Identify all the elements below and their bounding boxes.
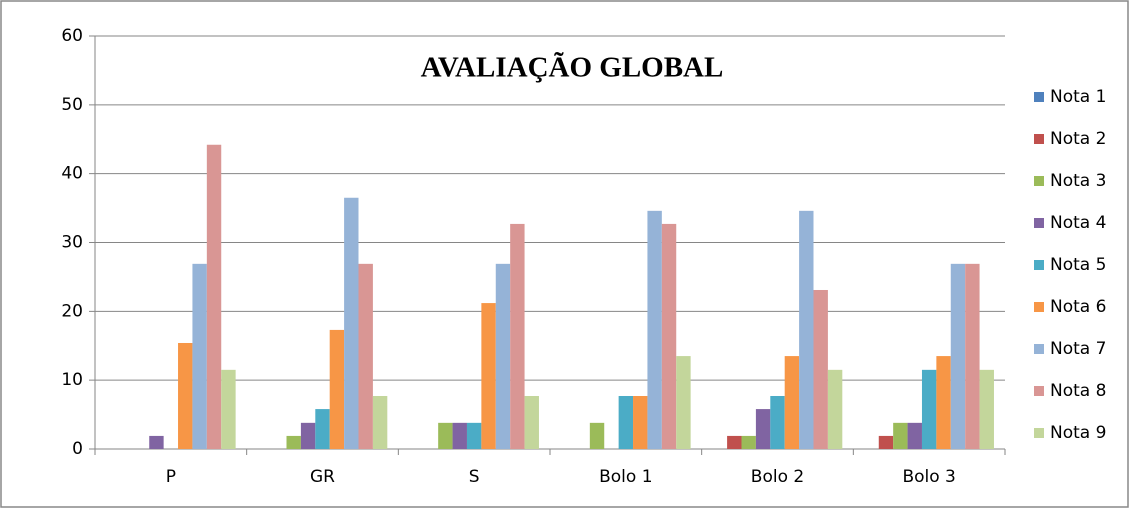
bar	[799, 210, 814, 449]
x-tick-label: S	[469, 467, 480, 487]
bar	[770, 395, 785, 449]
y-tick-label: 60	[61, 26, 83, 46]
bar	[452, 422, 467, 449]
legend-swatch	[1034, 428, 1044, 438]
bar	[206, 144, 222, 450]
bar	[524, 395, 539, 449]
legend-label: Nota 2	[1050, 129, 1106, 149]
bar	[618, 395, 634, 449]
bar	[149, 435, 164, 449]
bar	[741, 435, 756, 449]
bar	[481, 303, 496, 449]
bar	[950, 263, 966, 449]
legend-label: Nota 4	[1050, 213, 1106, 233]
bar	[813, 289, 828, 449]
y-tick-label: 30	[61, 233, 83, 253]
bar	[727, 435, 742, 449]
legend-swatch	[1034, 92, 1044, 102]
bar	[827, 369, 843, 449]
bar	[755, 409, 771, 449]
bar	[965, 263, 980, 449]
bar	[661, 223, 677, 449]
bar	[358, 263, 373, 449]
legend-label: Nota 5	[1050, 255, 1106, 275]
bar	[893, 422, 908, 449]
legend-label: Nota 7	[1050, 339, 1106, 359]
bar	[372, 395, 388, 449]
bar	[647, 210, 662, 449]
x-tick-label: P	[166, 467, 176, 487]
legend-swatch	[1034, 218, 1044, 228]
bar	[495, 263, 511, 449]
x-tick-label: Bolo 1	[599, 467, 652, 487]
bar	[907, 422, 922, 449]
x-tick-label: Bolo 3	[902, 467, 955, 487]
legend-swatch	[1034, 134, 1044, 144]
bar	[589, 422, 605, 449]
y-tick-label: 10	[61, 370, 83, 390]
legend-label: Nota 1	[1050, 87, 1106, 107]
bar	[286, 435, 301, 449]
bar	[466, 422, 482, 449]
bar	[676, 356, 691, 449]
bar	[344, 197, 359, 449]
bar	[438, 422, 453, 449]
y-tick-label: 40	[61, 164, 83, 184]
bar	[221, 369, 236, 449]
bar	[510, 223, 525, 449]
legend-label: Nota 6	[1050, 297, 1106, 317]
legend-label: Nota 8	[1050, 381, 1106, 401]
legend-swatch	[1034, 260, 1044, 270]
legend-swatch	[1034, 176, 1044, 186]
x-tick-label: GR	[310, 467, 335, 487]
y-tick-label: 20	[61, 301, 83, 321]
bar	[178, 342, 193, 449]
y-tick-label: 0	[72, 439, 83, 459]
legend-label: Nota 9	[1050, 423, 1106, 443]
bar	[936, 356, 951, 449]
bar	[300, 422, 316, 449]
bar	[878, 435, 894, 449]
bar	[329, 329, 345, 449]
bar	[921, 369, 937, 449]
bar	[979, 369, 994, 449]
legend-swatch	[1034, 344, 1044, 354]
legend-swatch	[1034, 302, 1044, 312]
x-tick-label: Bolo 2	[751, 467, 804, 487]
y-tick-label: 50	[61, 95, 83, 115]
bar	[192, 263, 207, 449]
chart-title: AVALIAÇÃO GLOBAL	[421, 51, 724, 84]
legend-label: Nota 3	[1050, 171, 1106, 191]
bar	[633, 395, 648, 449]
bar	[315, 409, 330, 449]
bar	[784, 356, 800, 449]
legend-swatch	[1034, 386, 1044, 396]
